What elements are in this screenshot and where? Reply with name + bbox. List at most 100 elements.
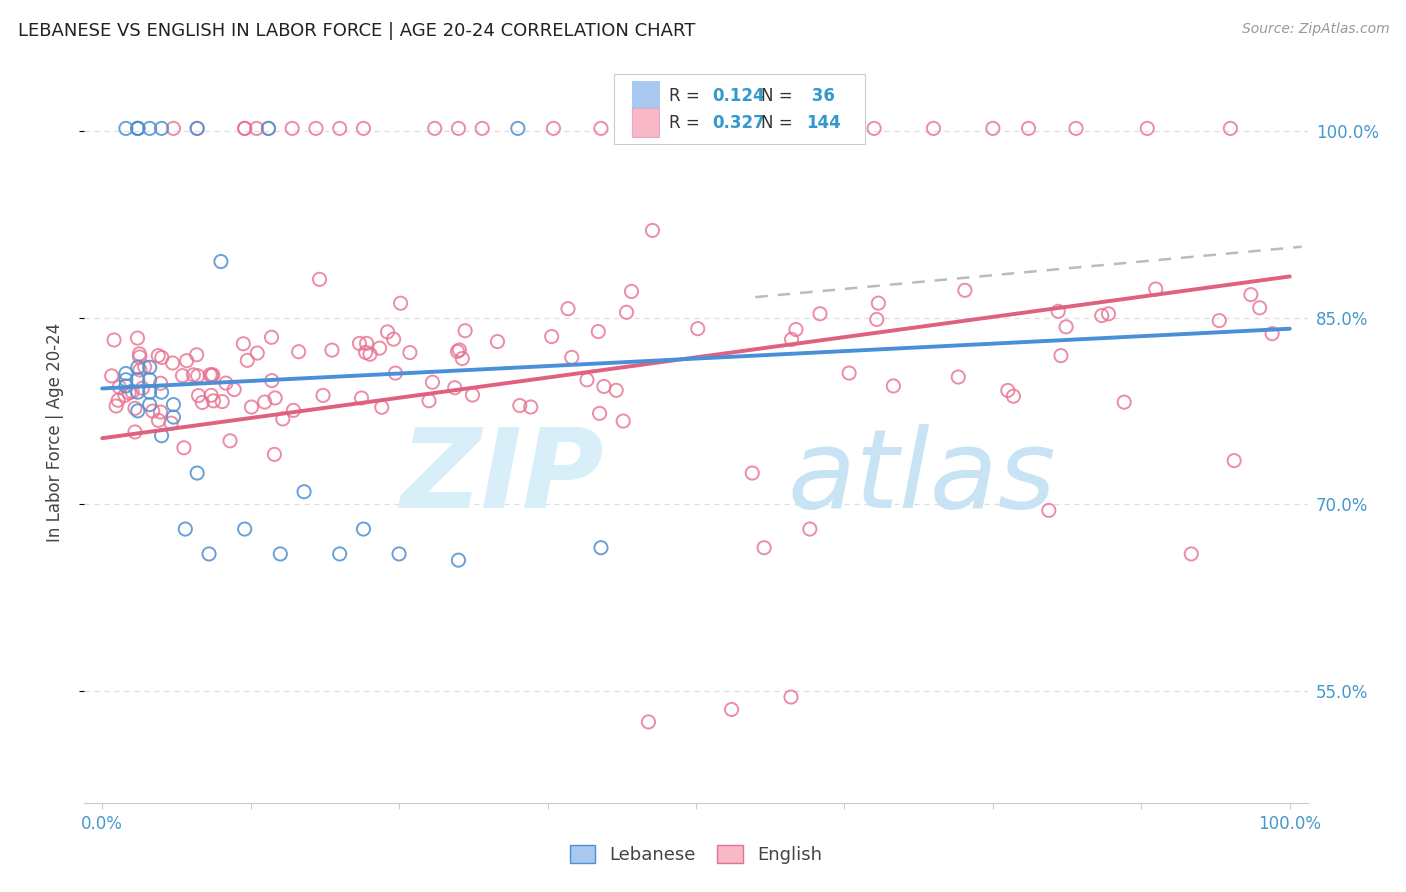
- Point: [142, 404, 165, 418]
- Point: [257, 121, 280, 136]
- Point: [948, 370, 970, 384]
- Point: [219, 434, 242, 448]
- Point: [1249, 301, 1271, 315]
- Point: [557, 301, 579, 316]
- Point: [186, 121, 208, 136]
- Point: [201, 368, 224, 383]
- Point: [1054, 319, 1077, 334]
- Point: [780, 690, 803, 704]
- Point: [827, 121, 849, 136]
- Point: [253, 395, 276, 409]
- Point: [446, 344, 468, 359]
- Point: [1144, 282, 1167, 296]
- Point: [186, 348, 208, 362]
- Point: [105, 399, 128, 413]
- Point: [127, 121, 149, 136]
- Point: [371, 401, 394, 415]
- Point: [115, 373, 138, 387]
- Point: [637, 714, 659, 729]
- Point: [447, 121, 470, 136]
- Text: R =: R =: [669, 87, 704, 105]
- Point: [232, 336, 254, 351]
- Point: [138, 373, 160, 387]
- Point: [1180, 547, 1202, 561]
- Point: [172, 368, 194, 383]
- Point: [215, 376, 238, 390]
- Bar: [633, 108, 659, 137]
- Point: [686, 321, 709, 335]
- Point: [108, 380, 131, 394]
- Point: [540, 329, 562, 343]
- Point: [150, 385, 173, 400]
- Point: [399, 345, 422, 359]
- Point: [201, 368, 224, 382]
- Point: [138, 121, 160, 136]
- Point: [128, 347, 150, 361]
- Point: [359, 347, 381, 361]
- Point: [202, 393, 225, 408]
- Point: [281, 121, 304, 136]
- Point: [356, 336, 378, 351]
- Point: [260, 374, 283, 388]
- Point: [799, 522, 821, 536]
- Point: [138, 385, 160, 400]
- Point: [741, 466, 763, 480]
- Text: 0.124: 0.124: [711, 87, 765, 105]
- Point: [260, 330, 283, 344]
- Point: [292, 484, 315, 499]
- Bar: [633, 81, 659, 111]
- Point: [1136, 121, 1159, 136]
- Point: [246, 346, 269, 360]
- Point: [451, 351, 474, 366]
- Point: [461, 388, 484, 402]
- Point: [354, 345, 377, 359]
- Point: [308, 272, 330, 286]
- Point: [520, 400, 543, 414]
- Point: [1018, 121, 1040, 136]
- Point: [1038, 503, 1060, 517]
- Point: [389, 296, 412, 310]
- Text: 0.327: 0.327: [711, 113, 765, 131]
- Point: [756, 121, 779, 136]
- Point: [866, 312, 889, 326]
- Point: [209, 254, 232, 268]
- Point: [127, 331, 149, 345]
- Text: N =: N =: [761, 87, 797, 105]
- Point: [114, 388, 136, 402]
- Point: [128, 350, 150, 364]
- Point: [352, 121, 374, 136]
- Point: [312, 388, 335, 402]
- Point: [138, 360, 160, 375]
- Point: [443, 381, 465, 395]
- Point: [997, 384, 1019, 398]
- Text: atlas: atlas: [787, 424, 1056, 531]
- Point: [283, 403, 305, 417]
- Point: [127, 404, 149, 418]
- Point: [134, 359, 156, 374]
- Point: [240, 400, 263, 414]
- Point: [224, 383, 246, 397]
- Point: [115, 379, 138, 393]
- Point: [233, 121, 256, 136]
- Point: [1114, 395, 1136, 409]
- Point: [269, 547, 291, 561]
- Text: Source: ZipAtlas.com: Source: ZipAtlas.com: [1241, 22, 1389, 37]
- Point: [868, 296, 890, 310]
- Point: [981, 121, 1004, 136]
- Text: LEBANESE VS ENGLISH IN LABOR FORCE | AGE 20-24 CORRELATION CHART: LEBANESE VS ENGLISH IN LABOR FORCE | AGE…: [18, 22, 696, 40]
- Point: [160, 416, 183, 430]
- Point: [616, 305, 638, 319]
- Point: [1208, 313, 1230, 327]
- Legend: Lebanese, English: Lebanese, English: [569, 846, 823, 864]
- Point: [575, 373, 598, 387]
- Point: [447, 553, 470, 567]
- Point: [127, 385, 149, 400]
- Point: [620, 285, 643, 299]
- Point: [186, 466, 208, 480]
- Point: [1064, 121, 1087, 136]
- Point: [107, 393, 129, 408]
- Point: [953, 283, 976, 297]
- Point: [471, 121, 494, 136]
- Text: ZIP: ZIP: [401, 424, 605, 531]
- Point: [264, 391, 287, 405]
